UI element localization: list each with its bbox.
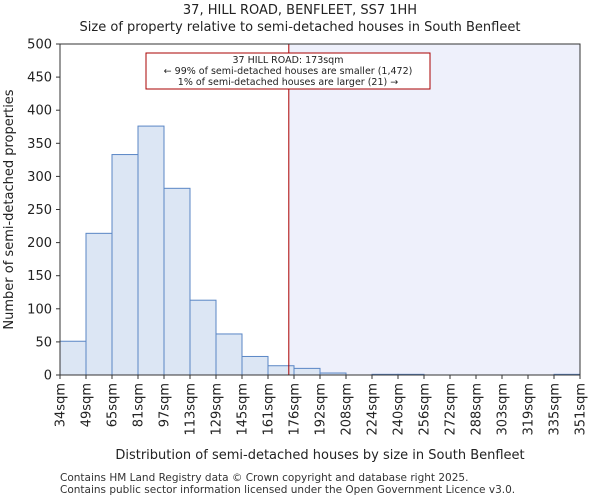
bar-97sqm <box>163 187 191 376</box>
x-tick-label: 272sqm <box>444 383 459 436</box>
x-tick-label: 224sqm <box>366 383 381 436</box>
y-tick-label: 150 <box>27 269 52 284</box>
y-tick-label: 250 <box>27 203 52 218</box>
bar-65sqm <box>111 154 139 376</box>
x-axis-label: Distribution of semi-detached houses by … <box>115 448 524 463</box>
bar-145sqm <box>241 355 269 376</box>
bar-49sqm <box>85 232 113 376</box>
x-tick-label: 240sqm <box>392 383 407 436</box>
annotation-line-3: 1% of semi-detached houses are larger (2… <box>178 77 398 88</box>
x-tick-label: 192sqm <box>314 383 329 436</box>
bar-129sqm <box>215 333 243 376</box>
annotation-line-2: ← 99% of semi-detached houses are smalle… <box>164 66 413 77</box>
x-tick-label: 129sqm <box>210 383 225 436</box>
x-tick-label: 97sqm <box>158 383 173 427</box>
x-tick-label: 351sqm <box>574 383 589 436</box>
y-tick-label: 100 <box>27 302 52 317</box>
bar-34sqm <box>59 340 87 376</box>
bar-81sqm <box>137 125 165 376</box>
y-tick-label: 350 <box>27 137 52 152</box>
y-tick-label: 500 <box>27 38 52 53</box>
x-tick-label: 65sqm <box>106 383 121 427</box>
x-tick-label: 113sqm <box>184 383 199 436</box>
y-tick-label: 0 <box>44 369 52 384</box>
marker-annotation: 37 HILL ROAD: 173sqm ← 99% of semi-detac… <box>145 52 431 90</box>
y-axis-label: Number of semi-detached properties <box>2 89 17 329</box>
bar-113sqm <box>189 299 217 376</box>
x-tick-label: 49sqm <box>80 383 95 427</box>
x-tick-label: 335sqm <box>548 383 563 436</box>
x-tick-label: 319sqm <box>522 383 537 436</box>
annotation-box <box>145 52 431 90</box>
bar-161sqm <box>267 365 295 376</box>
larger-region-highlight <box>288 44 580 375</box>
footer-line-2: Contains public sector information licen… <box>60 484 516 496</box>
x-tick-label: 34sqm <box>54 383 69 427</box>
y-tick-label: 200 <box>27 236 52 251</box>
x-tick-label: 81sqm <box>132 383 147 427</box>
chart-title: 37, HILL ROAD, BENFLEET, SS7 1HH <box>182 3 418 18</box>
x-tick-label: 145sqm <box>236 383 251 436</box>
x-tick-label: 208sqm <box>340 383 355 436</box>
x-tick-label: 256sqm <box>418 383 433 436</box>
x-tick-label: 176sqm <box>288 383 303 436</box>
x-tick-label: 288sqm <box>470 383 485 436</box>
x-tick-label: 303sqm <box>496 383 511 436</box>
chart-subtitle: Size of property relative to semi-detach… <box>79 20 521 35</box>
footer-line-1: Contains HM Land Registry data © Crown c… <box>60 472 469 484</box>
y-tick-label: 400 <box>27 104 52 119</box>
annotation-line-1: 37 HILL ROAD: 173sqm <box>233 55 344 66</box>
y-tick-label: 300 <box>27 170 52 185</box>
y-tick-label: 50 <box>35 335 52 350</box>
bar-176sqm <box>293 367 321 376</box>
y-tick-label: 450 <box>27 71 52 86</box>
x-tick-label: 161sqm <box>262 383 277 436</box>
